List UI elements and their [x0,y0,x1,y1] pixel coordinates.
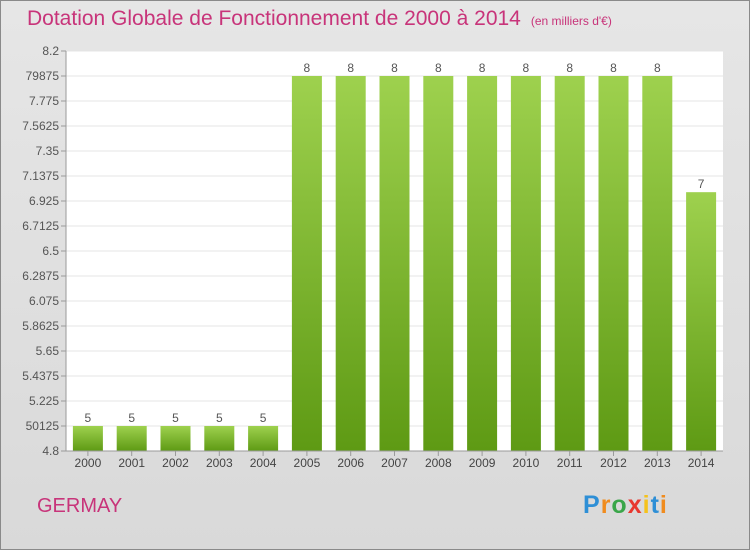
x-tick-label: 2005 [294,456,321,470]
x-tick-label: 2014 [688,456,715,470]
x-tick-label: 2011 [557,456,583,470]
data-label: 8 [391,61,398,75]
data-label: 5 [128,411,135,425]
logo-letter: r [600,491,612,519]
bar-2010 [510,76,541,451]
y-tick-label: 7.775 [29,94,59,108]
y-tick-label: 4.8 [42,444,59,458]
x-tick-label: 2001 [118,456,145,470]
y-tick-label: 7.5625 [22,119,59,133]
bar-2006 [335,76,366,451]
data-label: 5 [85,411,92,425]
logo-letter: o [611,491,628,519]
chart-title-text: Dotation Globale de Fonctionnement de 20… [27,7,521,30]
x-tick-labels: 2000 2001 2002 2003 2004 2005 2006 2007 2008 2009… [75,456,715,470]
y-tick-label: 5.8625 [22,319,59,333]
bar-2000 [72,426,103,451]
data-labels: 5 5 5 5 5 8 8 8 8 8 8 8 8 8 7 [85,61,705,425]
y-tick-label: 5.225 [29,394,59,408]
bar-2004 [248,426,279,451]
data-label: 8 [566,61,573,75]
bar-2012 [598,76,629,451]
data-label: 5 [172,411,179,425]
x-tick-label: 2012 [600,456,627,470]
y-tick-label: 6.5 [42,244,59,258]
y-tick-label: 5.65 [36,344,60,358]
bar-2011 [554,76,585,451]
y-tick-labels: 4.8 50125 5.225 5.4375 5.65 5.8625 6.075 6.2875… [22,44,59,458]
y-tick-label: 6.2875 [22,269,59,283]
bar-2014 [686,192,717,452]
y-tick-label: 7.1375 [22,169,59,183]
data-label: 8 [523,61,530,75]
data-label: 5 [260,411,267,425]
y-tick-label: 5.4375 [22,369,59,383]
data-label: 8 [347,61,354,75]
chart-title: Dotation Globale de Fonctionnement de 20… [27,7,612,31]
bars [72,76,717,452]
x-tick-label: 2003 [206,456,233,470]
y-tick-label: 79875 [26,69,60,83]
data-label: 8 [610,61,617,75]
town-name: GERMAY [37,495,123,517]
y-tick-label: 6.075 [29,294,59,308]
x-tick-label: 2010 [513,456,540,470]
axes [65,51,723,456]
bar-2013 [642,76,673,451]
x-tick-label: 2008 [425,456,452,470]
x-tick-label: 2006 [337,456,364,470]
data-label: 7 [698,177,705,191]
bar-2002 [160,426,191,451]
logo-letter: P [583,491,601,519]
bar-2005 [291,76,322,451]
bar-2009 [467,76,498,451]
logo-letter: t [650,491,660,519]
logo-letter: x [627,491,643,519]
y-tick-label: 8.2 [42,44,59,58]
x-tick-label: 2000 [75,456,102,470]
bar-2007 [379,76,410,451]
chart-subtitle: (en milliers d'€) [530,14,612,28]
data-label: 8 [654,61,661,75]
proxiti-logo[interactable]: Proxiti [583,491,668,520]
x-tick-label: 2013 [644,456,671,470]
logo-letter: i [659,491,668,519]
x-tick-label: 2002 [162,456,189,470]
y-tick-label: 6.925 [29,194,59,208]
data-label: 8 [479,61,486,75]
y-tick-label: 6.7125 [22,219,59,233]
y-tick-label: 7.35 [36,144,60,158]
data-label: 8 [435,61,442,75]
bar-2008 [423,76,454,451]
bar-2001 [116,426,147,451]
data-label: 5 [216,411,223,425]
bar-2003 [204,426,235,451]
logo-letter: i [642,491,651,519]
y-tick-label: 50125 [26,419,60,433]
data-label: 8 [304,61,311,75]
x-tick-label: 2007 [381,456,408,470]
x-tick-label: 2004 [250,456,277,470]
x-tick-label: 2009 [469,456,496,470]
